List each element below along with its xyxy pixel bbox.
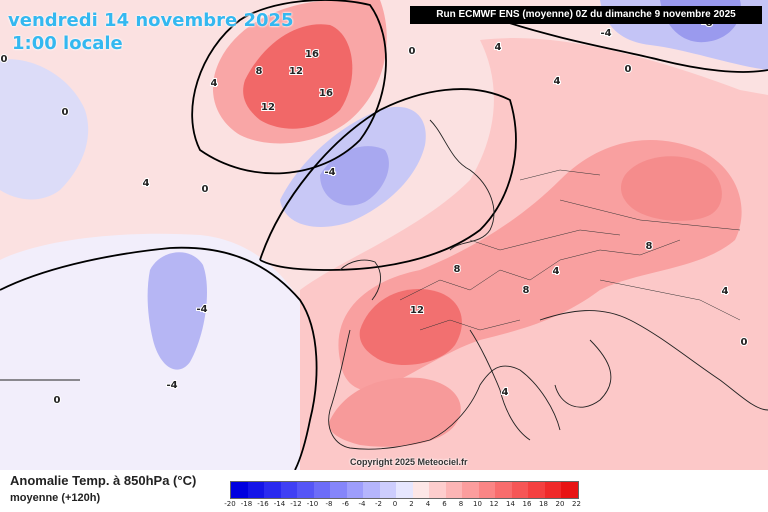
contour-label: 8 [523, 285, 530, 296]
zero-contour-west [0, 246, 318, 470]
color-swatch [247, 482, 264, 498]
color-scale-tick-label: 10 [473, 500, 482, 508]
color-swatch [313, 482, 330, 498]
color-swatch [511, 482, 528, 498]
warm-iberia [329, 377, 461, 447]
color-swatch [363, 482, 380, 498]
contour-label: 12 [410, 305, 424, 316]
color-scale-tick-label: 22 [572, 500, 581, 508]
contour-label: -4 [324, 167, 335, 178]
color-scale-tick-label: 8 [458, 500, 464, 508]
copyright-text: Copyright 2025 Meteociel.fr [350, 457, 468, 467]
legend-footer: Anomalie Temp. à 850hPa (°C) moyenne (+1… [0, 470, 768, 512]
color-scale-tick-label: 20 [555, 500, 565, 508]
warm-core-russia [620, 156, 722, 221]
color-swatch [231, 482, 248, 498]
color-scale-tick-label: -10 [306, 500, 319, 508]
color-swatch [528, 482, 545, 498]
contour-label: 4 [502, 387, 509, 398]
contour-label: -4 [600, 28, 611, 39]
contour-label: 0 [1, 54, 8, 65]
color-scale-tick-label: -4 [358, 500, 366, 508]
contour-label: 4 [553, 266, 560, 277]
color-scale-tick-label: -20 [224, 500, 236, 508]
contour-label: 8 [454, 264, 461, 275]
cool-atlantic [0, 233, 300, 470]
contour-label: 0 [409, 46, 416, 57]
contour-label: 0 [62, 107, 69, 118]
coastlines [0, 119, 768, 450]
forecast-date: vendredi 14 novembre 2025 [8, 10, 294, 31]
color-swatch [561, 482, 578, 498]
color-swatch [330, 482, 347, 498]
color-scale-tick-label: 2 [409, 500, 414, 508]
warm-core-france [359, 289, 462, 365]
contour-label: -4 [196, 304, 207, 315]
color-swatch [264, 482, 281, 498]
color-scale-tick-label: 0 [392, 500, 398, 508]
color-scale-tick-label: 6 [442, 500, 447, 508]
contour-label: 4 [211, 78, 218, 89]
contour-label: -4 [166, 380, 177, 391]
zero-contour-greenland [191, 0, 387, 175]
contour-label: 8 [646, 241, 653, 252]
color-swatch [396, 482, 413, 498]
contour-label: 4 [554, 76, 561, 87]
contour-label: 0 [625, 64, 632, 75]
color-swatch [445, 482, 462, 498]
color-scale-bar [230, 481, 579, 499]
cold-core-north-sea [320, 146, 389, 206]
color-swatch [478, 482, 495, 498]
zero-contour-north-sea [259, 88, 517, 271]
color-swatch [544, 482, 561, 498]
color-scale-tick-label: -8 [325, 500, 333, 508]
warm-core-greenland [243, 24, 353, 129]
color-swatch [429, 482, 446, 498]
run-label: Run ECMWF ENS (moyenne) 0Z du dimanche 9… [410, 6, 762, 24]
color-scale-tick-label: -16 [257, 500, 269, 508]
color-swatch [297, 482, 314, 498]
color-scale-tick-label: 16 [522, 500, 532, 508]
contour-label: 16 [319, 88, 333, 99]
color-scale-tick-label: 18 [539, 500, 548, 508]
contour-label: 0 [202, 184, 209, 195]
contour-label: 4 [143, 178, 150, 189]
color-scale-tick-label: -18 [240, 500, 253, 508]
color-swatch [495, 482, 512, 498]
color-scale-tick-label: -14 [273, 500, 286, 508]
cool-west-atlantic [0, 59, 89, 200]
color-scale-ticks: -20 -18 -16 -14 -12 -10 -8 -6 -4 -2 0 2 4 6 8 10 12 14 16 1… [224, 500, 581, 510]
color-scale-tick-label: -2 [375, 500, 382, 508]
legend-subtitle: moyenne (+120h) [10, 492, 101, 504]
color-swatch [412, 482, 429, 498]
color-scale-tick-label: 12 [489, 500, 499, 508]
zero-contour-northeast [499, 19, 768, 73]
cold-mid-atlantic [147, 252, 207, 370]
contour-label: 16 [305, 49, 319, 60]
color-scale-tick-label: 4 [425, 500, 431, 508]
forecast-time: 1:00 locale [12, 33, 123, 54]
contour-label: 12 [261, 102, 275, 113]
contour-label: 0 [54, 395, 61, 406]
contour-label: 8 [256, 66, 263, 77]
color-scale-tick-label: -12 [290, 500, 302, 508]
contour-label: 0 [741, 337, 748, 348]
color-scale-tick-label: -6 [342, 500, 349, 508]
contour-label: 12 [289, 66, 303, 77]
legend-title: Anomalie Temp. à 850hPa (°C) [10, 473, 197, 488]
color-swatch [346, 482, 363, 498]
contour-label: 4 [722, 286, 729, 297]
color-scale-tick-label: 14 [506, 500, 515, 508]
color-swatch [379, 482, 396, 498]
color-swatch [462, 482, 479, 498]
color-swatch [280, 482, 297, 498]
contour-label: 4 [495, 42, 502, 53]
borders [399, 169, 741, 331]
